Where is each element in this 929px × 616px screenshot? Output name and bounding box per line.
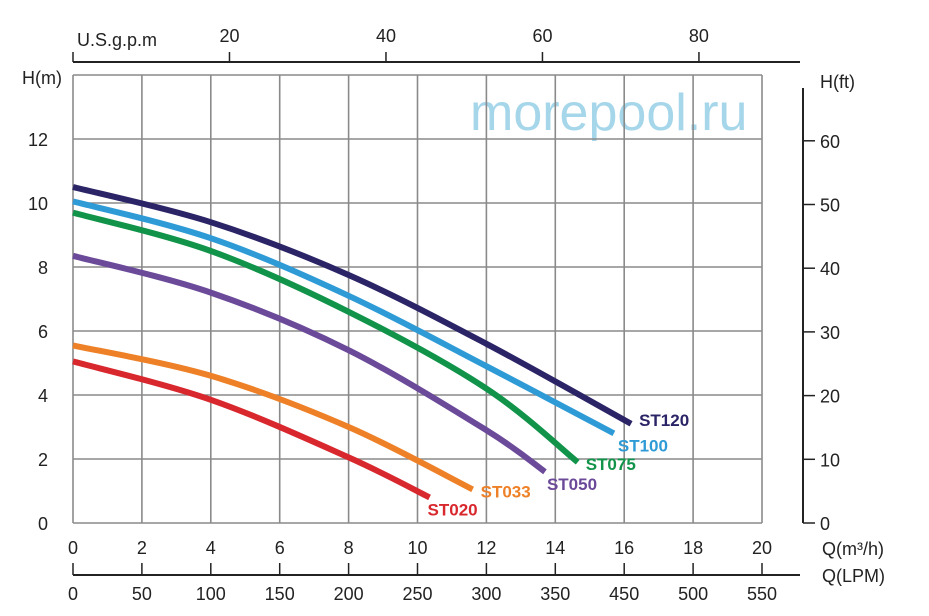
lpm-tick-label: 350: [540, 584, 570, 604]
y-tick-label: 6: [38, 322, 48, 342]
curve-st050: [72, 252, 547, 475]
lpm-tick-label: 450: [609, 584, 639, 604]
x-tick-label: 2: [137, 538, 147, 558]
x-tick-label: 20: [752, 538, 772, 558]
lpm-tick-label: 200: [334, 584, 364, 604]
lpm-tick-label: 50: [132, 584, 152, 604]
ft-tick-label: 30: [820, 323, 840, 343]
lpm-axis-label: Q(LPM): [822, 566, 885, 586]
x-tick-label: 16: [614, 538, 634, 558]
curve-st075: [72, 209, 580, 465]
gpm-tick-label: 40: [376, 26, 396, 46]
y-secondary-axis-label: H(ft): [820, 72, 855, 92]
y-tick-label: 0: [38, 514, 48, 534]
curve-st120: [72, 184, 633, 427]
x-tick-label: 8: [344, 538, 354, 558]
ft-tick-label: 10: [820, 450, 840, 470]
series-label-st020: ST020: [428, 500, 478, 519]
curves: [72, 184, 633, 501]
series-label-st120: ST120: [639, 411, 689, 430]
curve-st100: [72, 198, 616, 437]
ft-tick-label: 20: [820, 387, 840, 407]
lpm-tick-label: 500: [678, 584, 708, 604]
y-axis-label: H(m): [22, 68, 62, 88]
lpm-tick-label: 250: [402, 584, 432, 604]
lpm-tick-label: 0: [68, 584, 78, 604]
x-tick-label: 4: [206, 538, 216, 558]
curve-st020: [72, 358, 431, 501]
x-tick-label: 0: [68, 538, 78, 558]
x-tick-label: 14: [545, 538, 565, 558]
lpm-tick-label: 100: [196, 584, 226, 604]
y-tick-label: 4: [38, 386, 48, 406]
lpm-tick-label: 150: [265, 584, 295, 604]
y-tick-label: 2: [38, 450, 48, 470]
lpm-tick-label: 300: [471, 584, 501, 604]
watermark: morepool.ru: [470, 84, 747, 142]
x-tick-label: 10: [407, 538, 427, 558]
y-tick-label: 10: [28, 194, 48, 214]
x-axis-label: Q(m³/h): [822, 539, 884, 559]
lpm-tick-label: 550: [747, 584, 777, 604]
y-tick-label: 12: [28, 130, 48, 150]
gpm-tick-label: 60: [532, 26, 552, 46]
series-label-st050: ST050: [547, 475, 597, 494]
x-tick-label: 18: [683, 538, 703, 558]
series-label-st075: ST075: [586, 455, 636, 474]
series-label-st033: ST033: [481, 482, 531, 501]
grid: [72, 74, 763, 524]
ft-tick-label: 60: [820, 132, 840, 152]
series-label-st100: ST100: [618, 436, 668, 455]
ft-tick-label: 40: [820, 259, 840, 279]
y-tick-label: 8: [38, 258, 48, 278]
gpm-tick-label: 20: [219, 26, 239, 46]
ft-tick-label: 0: [820, 514, 830, 534]
x-tick-label: 12: [476, 538, 496, 558]
ft-tick-label: 50: [820, 196, 840, 216]
gpm-tick-label: 80: [689, 26, 709, 46]
x-tick-label: 6: [275, 538, 285, 558]
curve-st033: [72, 342, 474, 493]
gpm-axis-label: U.S.g.p.m: [77, 30, 157, 50]
